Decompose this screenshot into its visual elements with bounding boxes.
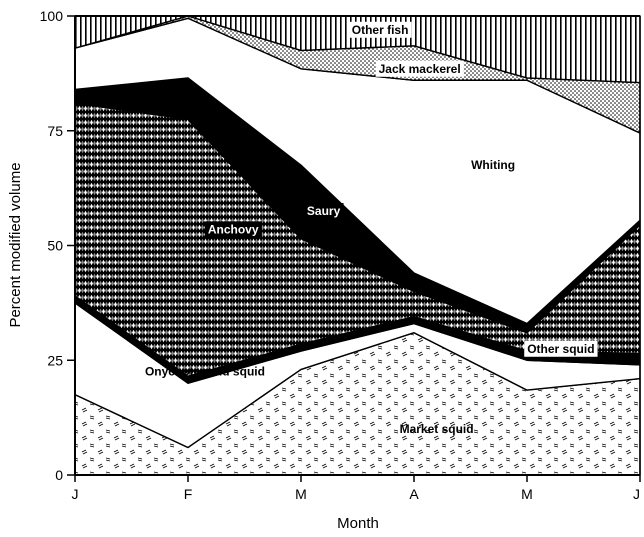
label-whiting: Whiting <box>471 158 515 172</box>
y-axis-title: Percent modified volume <box>7 162 24 327</box>
band-label-text: Saury <box>307 204 341 218</box>
label-market-squid: Market squid <box>400 422 474 436</box>
band-label-background <box>303 203 344 220</box>
band-label-background <box>524 340 598 357</box>
band-label-text: Other squid <box>527 342 594 356</box>
x-tick-label: M <box>521 486 533 502</box>
y-tick-label: 100 <box>40 8 64 24</box>
label-anchovy: Anchovy <box>204 221 262 238</box>
area-bands <box>74 15 641 476</box>
band-label-text: Whiting <box>471 158 515 172</box>
band-label-background <box>348 21 412 38</box>
label-saury: Saury <box>303 203 344 220</box>
band-label-text: Anchovy <box>208 222 259 236</box>
x-tick-label: M <box>295 486 307 502</box>
x-axis-title: Month <box>337 515 379 532</box>
band-label-text: Market squid <box>400 422 474 436</box>
label-onychoteuthid-squid: Onychoteuthid squid <box>145 365 265 379</box>
x-tick-label: A <box>409 486 419 502</box>
axes: 0 25 50 75 100 J F M A M J <box>40 8 641 502</box>
x-tick-label: J <box>72 486 79 502</box>
band-label-background <box>375 60 464 77</box>
band-label-text: Other fish <box>352 23 409 37</box>
band-labels: Market squid Onychoteuthid squid Other squ… <box>145 21 598 436</box>
y-tick-label: 0 <box>55 467 63 483</box>
label-other-squid: Other squid <box>524 340 598 357</box>
band-label-background <box>204 221 262 238</box>
label-other-fish: Other fish <box>348 21 412 38</box>
x-tick-label: F <box>184 486 193 502</box>
band-label-text: Onychoteuthid squid <box>145 365 265 379</box>
band-label-text: Jack mackerel <box>379 62 461 76</box>
x-tick-label: J <box>633 486 640 502</box>
y-tick-label: 25 <box>47 352 63 368</box>
label-jack-mackerel: Jack mackerel <box>375 60 464 77</box>
y-tick-label: 50 <box>47 238 63 254</box>
y-tick-label: 75 <box>47 123 63 139</box>
